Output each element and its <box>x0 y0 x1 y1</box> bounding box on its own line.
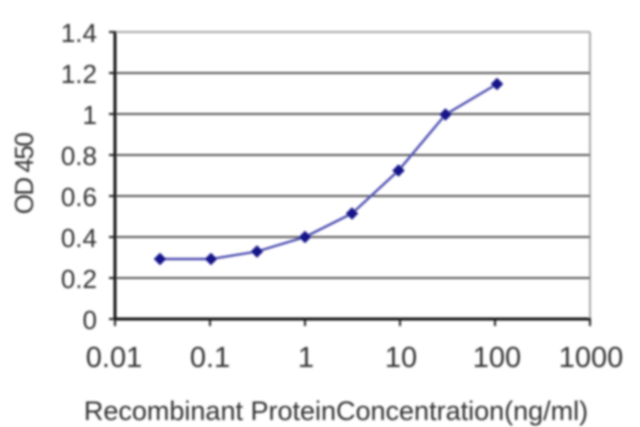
svg-text:0.4: 0.4 <box>61 223 97 253</box>
svg-text:100: 100 <box>473 342 521 374</box>
svg-text:Recombinant ProteinConcentrati: Recombinant ProteinConcentration(ng/ml) <box>84 396 588 426</box>
svg-text:0.01: 0.01 <box>86 342 142 374</box>
svg-text:0.8: 0.8 <box>61 141 97 171</box>
svg-text:0.1: 0.1 <box>190 342 230 374</box>
svg-text:1: 1 <box>298 342 314 374</box>
svg-text:OD 450: OD 450 <box>9 133 39 215</box>
svg-text:0: 0 <box>83 305 97 335</box>
svg-text:0.2: 0.2 <box>61 264 97 294</box>
svg-text:1.4: 1.4 <box>61 18 97 48</box>
svg-text:0.6: 0.6 <box>61 182 97 212</box>
svg-text:1: 1 <box>83 100 97 130</box>
svg-text:1000: 1000 <box>559 342 624 374</box>
svg-text:1.2: 1.2 <box>61 59 97 89</box>
svg-text:10: 10 <box>385 342 417 374</box>
